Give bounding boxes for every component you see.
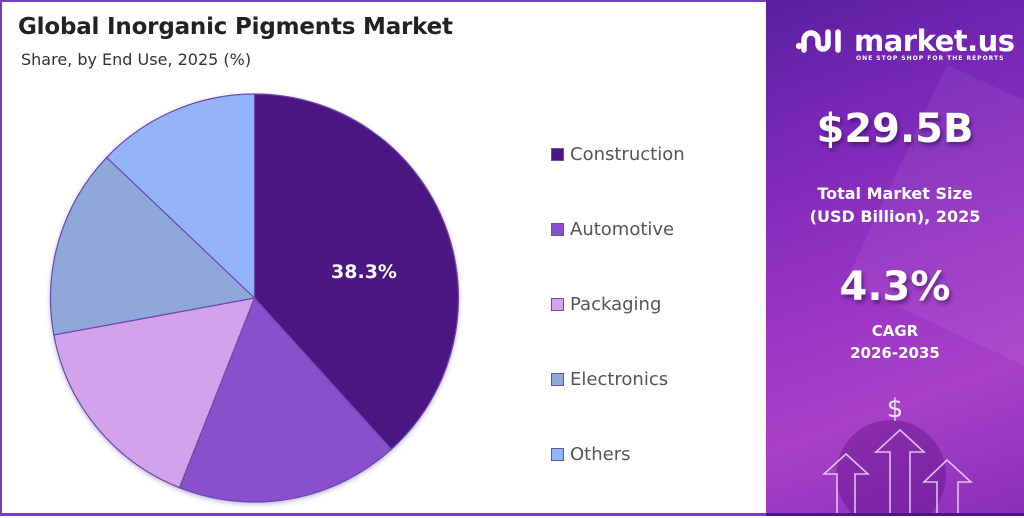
cagr-caption-line1: CAGR [871, 322, 919, 340]
pie-slice-packaging[interactable] [53, 297, 256, 489]
legend-swatch [551, 448, 564, 461]
pie-data-label: 38.3% [331, 261, 397, 283]
legend-swatch [551, 148, 564, 161]
cagr-value: 4.3% [839, 264, 951, 310]
pie-slice-construction[interactable] [253, 93, 460, 451]
pie-chart: 38.3% [49, 93, 460, 503]
legend-label: Construction [570, 144, 685, 165]
brand-name: market.us [854, 24, 1015, 58]
market-size-caption-line1: Total Market Size [817, 184, 973, 203]
dollar-icon: $ [886, 394, 904, 424]
market-size-caption-line2: (USD Billion), 2025 [809, 207, 981, 226]
chart-subtitle: Share, by End Use, 2025 (%) [21, 50, 252, 69]
legend-item-construction[interactable]: Construction [551, 144, 685, 165]
legend-item-electronics[interactable]: Electronics [551, 369, 668, 390]
chart-title: Global Inorganic Pigments Market [18, 14, 453, 40]
legend-item-automotive[interactable]: Automotive [551, 219, 674, 240]
legend-label: Automotive [570, 219, 675, 240]
growth-arrows-icon [821, 428, 974, 513]
cagr-caption-line2: 2026-2035 [850, 344, 940, 362]
pie-slice-automotive[interactable] [178, 296, 393, 503]
legend-swatch [551, 373, 564, 386]
pie-slice-others[interactable] [105, 93, 256, 300]
legend-label: Packaging [570, 294, 662, 315]
legend-swatch [551, 223, 564, 236]
legend-label: Others [570, 444, 631, 465]
chart-panel: Global Inorganic Pigments Market Share, … [0, 0, 766, 516]
brand-logo[interactable]: market.us ONE STOP SHOP FOR THE REPORTS [794, 24, 1015, 62]
stats-panel: market.us ONE STOP SHOP FOR THE REPORTS … [766, 0, 1024, 516]
market-size-value: $29.5B [816, 106, 974, 152]
market-us-logo-icon [795, 29, 841, 53]
legend-item-others[interactable]: Others [551, 444, 631, 465]
legend-label: Electronics [570, 369, 669, 390]
legend-swatch [551, 298, 564, 311]
legend-item-packaging[interactable]: Packaging [551, 294, 661, 315]
brand-tagline: ONE STOP SHOP FOR THE REPORTS [856, 55, 1005, 62]
pie-slice-electronics[interactable] [49, 156, 256, 336]
